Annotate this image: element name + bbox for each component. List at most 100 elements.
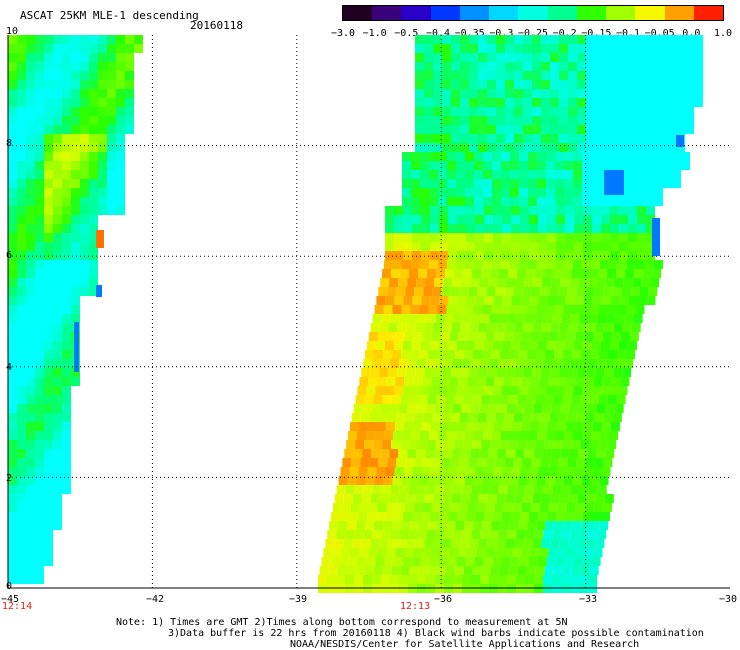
wind-speed-cell — [491, 305, 501, 314]
low-wind-patch — [676, 135, 684, 147]
wind-speed-cell — [62, 323, 71, 332]
wind-speed-cell — [98, 161, 107, 170]
wind-speed-cell — [26, 89, 35, 98]
wind-speed-cell — [563, 350, 573, 359]
colorbar-tick-label: −0.2 — [552, 28, 577, 39]
wind-speed-cell — [460, 89, 469, 98]
wind-speed-cell — [379, 368, 389, 377]
wind-speed-cell — [563, 521, 573, 530]
wind-speed-cell — [581, 476, 591, 485]
wind-speed-cell — [438, 179, 447, 188]
wind-speed-cell — [433, 107, 442, 116]
wind-speed-cell — [512, 503, 522, 512]
wind-speed-cell — [554, 350, 564, 359]
wind-speed-cell — [80, 89, 89, 98]
wind-speed-cell — [519, 152, 528, 161]
wind-speed-cell — [469, 44, 478, 53]
wind-speed-cell — [563, 476, 573, 485]
wind-speed-cell — [556, 215, 565, 224]
wind-speed-cell — [514, 134, 523, 143]
wind-speed-cell — [44, 539, 53, 548]
wind-speed-cell — [529, 512, 539, 521]
wind-speed-cell — [523, 143, 532, 152]
wind-speed-cell — [541, 44, 550, 53]
wind-speed-cell — [8, 179, 17, 188]
wind-speed-cell — [412, 422, 422, 431]
wind-speed-cell — [514, 116, 523, 125]
wind-speed-cell — [26, 134, 35, 143]
wind-speed-cell — [382, 395, 392, 404]
wind-speed-cell — [446, 476, 456, 485]
wind-speed-cell — [604, 80, 613, 89]
wind-speed-cell — [410, 476, 420, 485]
wind-speed-cell — [71, 44, 80, 53]
wind-speed-cell — [17, 251, 26, 260]
wind-speed-cell — [580, 566, 590, 575]
wind-speed-cell — [694, 35, 703, 44]
wind-speed-cell — [390, 314, 400, 323]
wind-speed-cell — [80, 242, 89, 251]
wind-speed-cell — [384, 557, 394, 566]
wind-speed-cell — [71, 314, 80, 323]
wind-speed-cell — [26, 341, 35, 350]
wind-speed-cell — [517, 269, 527, 278]
wind-speed-cell — [592, 242, 601, 251]
wind-speed-cell — [622, 323, 632, 332]
wind-speed-cell — [465, 341, 475, 350]
wind-speed-cell — [462, 314, 472, 323]
wind-speed-cell — [491, 350, 501, 359]
wind-speed-cell — [370, 368, 380, 377]
wind-speed-cell — [429, 152, 438, 161]
wind-speed-cell — [481, 269, 491, 278]
wind-speed-cell — [529, 251, 538, 260]
wind-speed-cell — [596, 449, 606, 458]
wind-speed-cell — [116, 44, 125, 53]
wind-speed-cell — [17, 296, 26, 305]
wind-speed-cell — [415, 125, 424, 134]
wind-speed-cell — [385, 242, 394, 251]
wind-speed-cell — [466, 215, 475, 224]
wind-speed-cell — [429, 386, 439, 395]
wind-speed-cell — [451, 116, 460, 125]
wind-speed-cell — [451, 107, 460, 116]
wind-speed-cell — [400, 566, 410, 575]
wind-speed-cell — [26, 260, 35, 269]
wind-speed-cell — [575, 377, 585, 386]
wind-speed-cell — [508, 440, 518, 449]
wind-speed-cell — [581, 521, 591, 530]
wind-speed-cell — [439, 296, 449, 305]
wind-speed-cell — [447, 161, 456, 170]
wind-speed-cell — [344, 449, 354, 458]
wind-speed-cell — [35, 269, 44, 278]
wind-speed-cell — [89, 71, 98, 80]
wind-speed-cell — [570, 485, 580, 494]
wind-speed-cell — [416, 449, 426, 458]
colorbar-swatch — [343, 6, 373, 20]
wind-speed-cell — [569, 404, 579, 413]
wind-speed-cell — [465, 179, 474, 188]
wind-speed-cell — [380, 449, 390, 458]
wind-speed-cell — [431, 332, 441, 341]
wind-speed-cell — [368, 377, 378, 386]
wind-speed-cell — [395, 548, 405, 557]
wind-speed-cell — [62, 134, 71, 143]
wind-speed-cell — [599, 521, 609, 530]
wind-speed-cell — [385, 233, 394, 242]
wind-speed-cell — [613, 125, 622, 134]
wind-speed-cell — [649, 62, 658, 71]
wind-speed-cell — [470, 278, 480, 287]
wind-speed-cell — [452, 404, 462, 413]
wind-speed-cell — [334, 539, 344, 548]
wind-speed-cell — [17, 242, 26, 251]
wind-speed-cell — [455, 350, 465, 359]
wind-speed-cell — [523, 539, 533, 548]
wind-speed-cell — [582, 557, 592, 566]
wind-speed-cell — [487, 35, 496, 44]
wind-speed-cell — [615, 359, 625, 368]
wind-speed-cell — [474, 179, 483, 188]
wind-speed-cell — [427, 440, 437, 449]
wind-speed-cell — [457, 215, 466, 224]
wind-speed-cell — [544, 566, 554, 575]
wind-speed-cell — [17, 557, 26, 566]
wind-speed-cell — [459, 287, 469, 296]
